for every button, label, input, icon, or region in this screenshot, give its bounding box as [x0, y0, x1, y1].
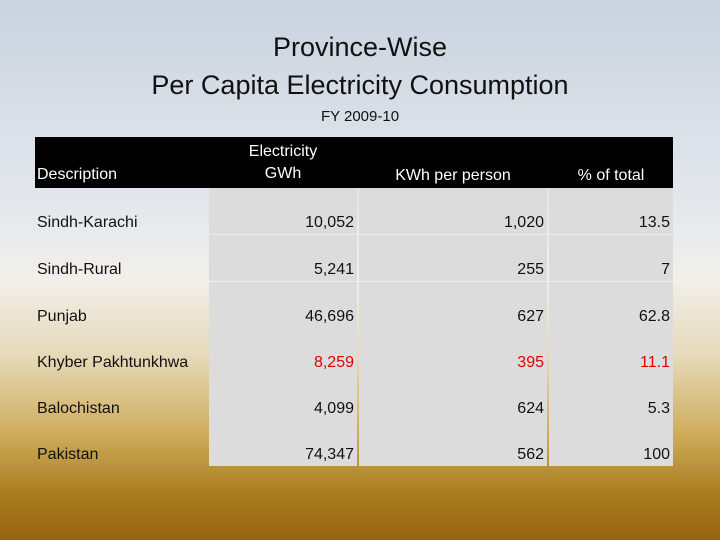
- row-kwh-per-person: 255: [517, 261, 544, 278]
- row-kwh-per-person: 1,020: [503, 214, 544, 231]
- slide-title-line-2: Per Capita Electricity Consumption: [151, 70, 569, 100]
- row-province: Sindh-Rural: [37, 261, 122, 278]
- row-province: Pakistan: [37, 446, 99, 463]
- row-percent: 100: [643, 446, 670, 463]
- row-kwh-per-person: 627: [517, 308, 544, 325]
- row-percent: 7: [661, 261, 670, 278]
- header-gwh-line-2: GWh: [264, 165, 302, 182]
- table-row: Balochistan 4,099 624 5.3: [35, 374, 673, 420]
- row-province: Khyber Pakhtunkhwa: [37, 354, 189, 371]
- row-percent: 5.3: [647, 400, 670, 417]
- header-gwh-line-1: Electricity: [248, 143, 318, 160]
- row-percent: 11.1: [640, 354, 670, 371]
- row-gwh: 46,696: [305, 308, 354, 325]
- row-province: Sindh-Karachi: [37, 214, 138, 231]
- row-gwh: 10,052: [305, 214, 354, 231]
- row-province: Balochistan: [37, 400, 120, 417]
- row-gwh: 74,347: [305, 446, 354, 463]
- table-header: Description Electricity GWh KWh per pers…: [35, 137, 673, 188]
- row-gwh: 8,259: [313, 354, 354, 371]
- row-kwh-per-person: 395: [517, 354, 544, 371]
- header-percent-of-total: % of total: [577, 167, 645, 184]
- row-kwh-per-person: 562: [517, 446, 544, 463]
- row-kwh-per-person: 624: [517, 400, 544, 417]
- table-row-highlighted: Khyber Pakhtunkhwa 8,259 395 11.1: [35, 328, 673, 374]
- row-gwh: 4,099: [313, 400, 354, 417]
- header-kwh-per-person: KWh per person: [395, 167, 511, 184]
- row-gwh: 5,241: [313, 261, 354, 278]
- row-percent: 13.5: [638, 214, 670, 231]
- table-row: Sindh-Karachi 10,052 1,020 13.5: [35, 188, 673, 234]
- table-row: Sindh-Rural 5,241 255 7: [35, 235, 673, 281]
- table-row-total: Pakistan 74,347 562 100: [35, 420, 673, 466]
- header-description: Description: [37, 166, 118, 183]
- slide-subtitle: FY 2009-10: [320, 108, 400, 125]
- row-percent: 62.8: [638, 308, 670, 325]
- slide-title-line-1: Province-Wise: [272, 32, 448, 62]
- table-row: Punjab 46,696 627 62.8: [35, 282, 673, 328]
- row-province: Punjab: [37, 308, 87, 325]
